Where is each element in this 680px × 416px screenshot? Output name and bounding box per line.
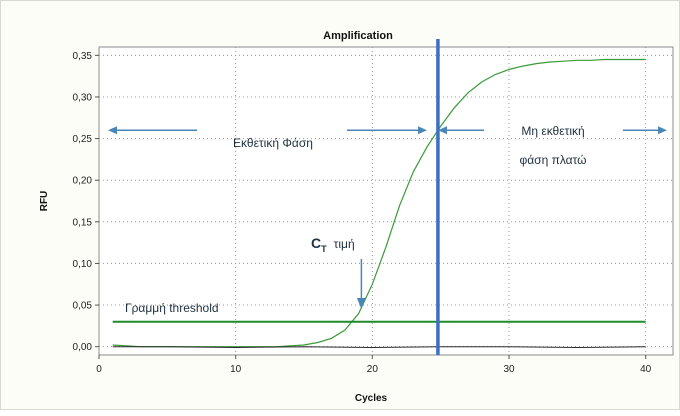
ct-arrow-head	[356, 298, 366, 309]
x-tick-label: 30	[503, 364, 515, 375]
y-axis-label: RFU	[39, 191, 50, 212]
x-axis-ticks: 0 10 20 30 40	[96, 355, 652, 375]
plateau-phase-label-line2: φάση πλατώ	[519, 153, 586, 167]
plateau-arrow-left-head	[438, 126, 447, 135]
x-axis-label: Cycles	[355, 393, 388, 404]
y-tick-label: 0,00	[73, 342, 93, 353]
y-tick-label: 0,10	[73, 259, 93, 270]
exponential-phase-arrow	[108, 126, 427, 135]
y-tick-label: 0,15	[73, 217, 93, 228]
exponential-phase-label: Εκθετική Φάση	[233, 136, 313, 150]
grid-lines	[98, 47, 673, 355]
plateau-phase-arrow	[438, 126, 667, 135]
y-tick-label: 0,05	[73, 301, 93, 312]
ct-subscript: T	[321, 244, 327, 254]
x-tick-label: 10	[230, 364, 242, 375]
y-tick-label: 0,25	[73, 134, 93, 145]
y-tick-label: 0,30	[73, 92, 93, 103]
y-tick-label: 0,35	[73, 51, 93, 62]
ct-value-label: CT τιμή	[311, 235, 355, 254]
exp-arrow-right-head	[418, 126, 427, 135]
plateau-arrow-right-head	[658, 126, 667, 135]
plateau-phase-label-line1: Μη εκθετική	[521, 124, 584, 138]
ct-down-arrow	[356, 259, 366, 309]
exp-arrow-left-head	[108, 126, 117, 135]
y-axis-ticks: 0,00 0,05 0,10 0,15 0,20 0,25 0,30 0,35	[73, 51, 99, 353]
plot-area	[98, 46, 674, 356]
y-tick-label: 0,20	[73, 176, 93, 187]
x-tick-label: 20	[367, 364, 379, 375]
ct-word: τιμή	[334, 237, 355, 251]
threshold-label: Γραμμή threshold	[125, 301, 219, 315]
x-tick-label: 40	[640, 364, 652, 375]
series-line-2	[112, 346, 646, 349]
series-layer	[112, 58, 646, 349]
ct-letter: C	[311, 235, 321, 251]
chart-title: Amplification	[323, 30, 393, 42]
x-tick-label: 0	[96, 364, 102, 375]
